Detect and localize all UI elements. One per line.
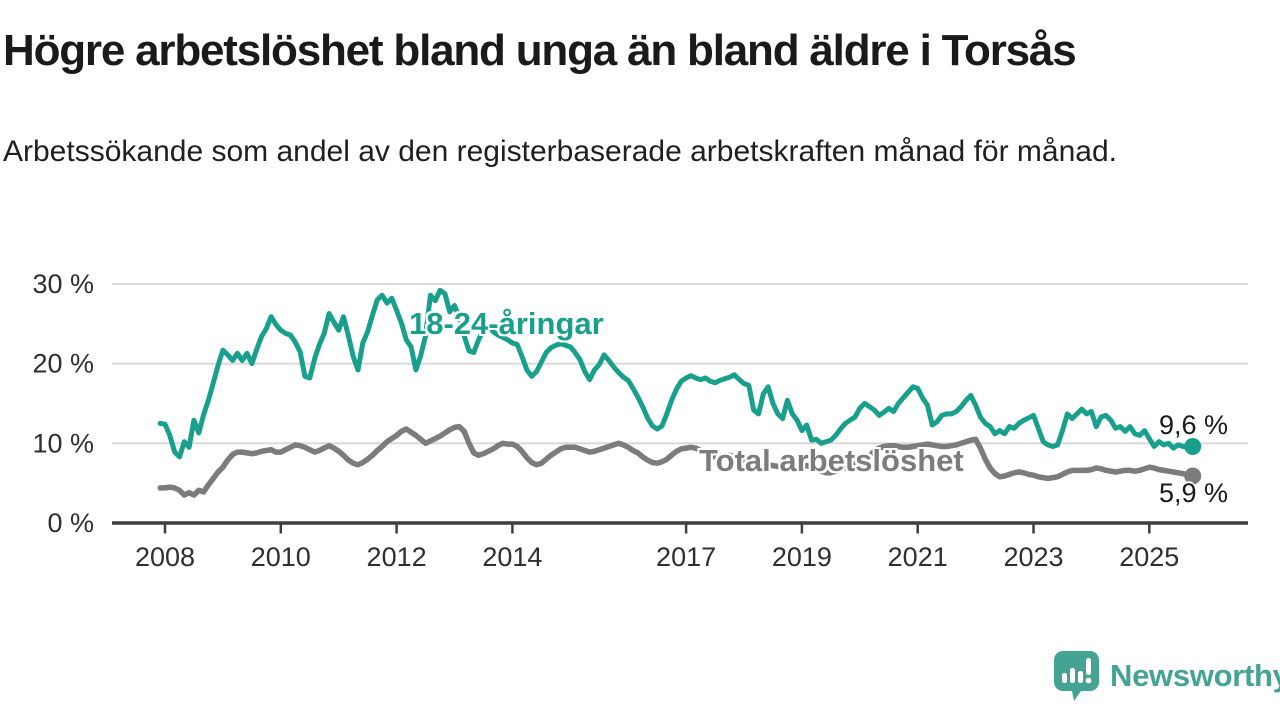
newsworthy-bubble-chart-icon (1053, 650, 1100, 702)
end-value-label-total: 5,9 % (1152, 478, 1228, 509)
y-tick-label: 10 % (32, 428, 94, 458)
newsworthy-logo: Newsworthy (1053, 650, 1280, 702)
x-tick-label: 2010 (251, 542, 311, 572)
x-tick-label: 2025 (1119, 542, 1179, 572)
y-tick-label: 30 % (32, 269, 94, 299)
x-tick-label: 2012 (367, 542, 427, 572)
series-label-young: 18-24-åringar (409, 306, 604, 342)
end-value-label-young: 9,6 % (1152, 410, 1228, 441)
x-tick-label: 2008 (135, 542, 195, 572)
y-tick-label: 20 % (32, 349, 94, 379)
x-tick-label: 2021 (888, 542, 948, 572)
x-tick-label: 2019 (772, 542, 832, 572)
series-line-young (160, 290, 1193, 457)
x-tick-label: 2023 (1003, 542, 1063, 572)
y-tick-label: 0 % (47, 508, 94, 538)
x-tick-label: 2017 (656, 542, 716, 572)
x-tick-label: 2014 (482, 542, 542, 572)
newsworthy-wordmark: Newsworthy (1110, 658, 1280, 694)
line-chart: 0 % 10 % 20 % 30 % 2008 2010 2012 2014 2017 2019 2… (0, 0, 1280, 720)
chart-page: Högre arbetslöshet bland unga än bland ä… (0, 0, 1280, 720)
series-line-total (160, 427, 1193, 496)
series-label-total: Total arbetslöshet (699, 443, 964, 479)
